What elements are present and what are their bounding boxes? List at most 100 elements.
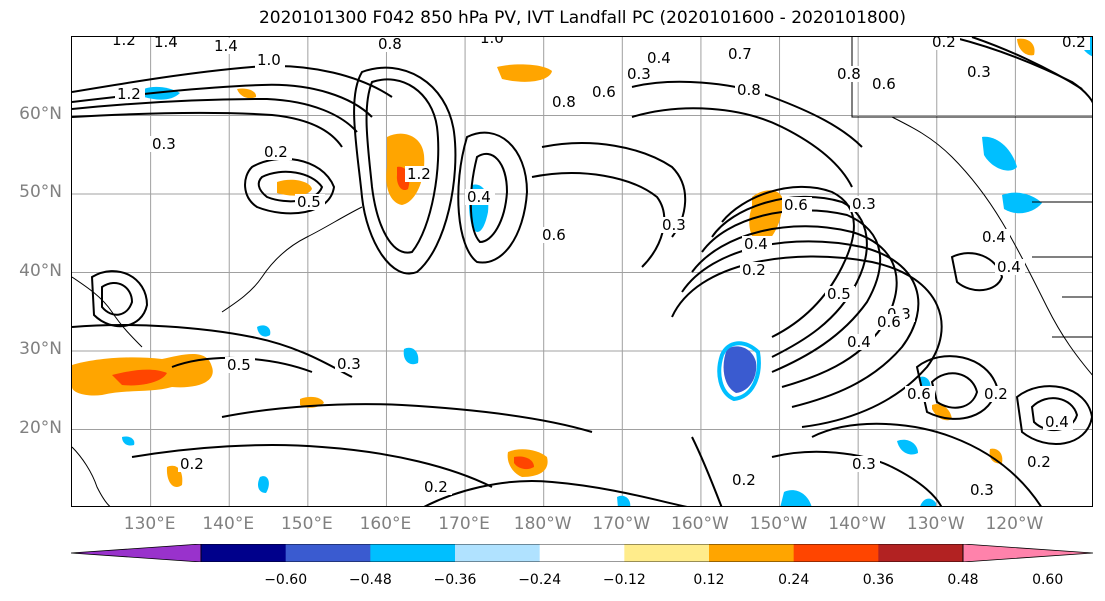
colorbar-tick-label: −0.36: [433, 572, 477, 588]
longitude-label: 170°E: [438, 514, 490, 534]
shade-positive: [1017, 38, 1035, 56]
contour-label: 0.8: [737, 81, 761, 99]
contour-label-background: [625, 66, 655, 82]
contour-label: 0.2: [1062, 37, 1086, 51]
contour-label-background: [262, 144, 292, 160]
coastlines: [72, 37, 1092, 506]
colorbar-segment: [455, 544, 541, 562]
contour-label-background: [335, 356, 365, 372]
contour-label: 0.8: [552, 93, 576, 111]
contour-label-background: [905, 386, 935, 402]
contour-label: 0.3: [967, 63, 991, 81]
shade-negative: [920, 498, 936, 506]
contour-label-background: [730, 472, 760, 488]
map-canvas: 1.2 1.4 1.41.00.8 1.00.70.40.30.20.30.21.2 0…: [72, 37, 1092, 506]
shade-negative: [723, 346, 757, 393]
contour-label: 0.5: [227, 356, 251, 374]
shade-positive-strong: [112, 369, 167, 386]
shade-positive: [932, 404, 952, 421]
contour-label-background: [110, 37, 140, 48]
colorbar-tick-label: 0.36: [862, 572, 894, 588]
contour-label: 0.4: [982, 228, 1006, 246]
contour-label-background: [1060, 37, 1090, 50]
longitude-label: 160°W: [671, 514, 729, 534]
contour-label: 0.3: [852, 195, 876, 213]
contour-label: 0.5: [297, 193, 321, 211]
colorbar-segment: [624, 544, 710, 562]
longitude-label: 160°E: [359, 514, 412, 534]
shade-negative: [122, 436, 135, 446]
longitude-label: 130°E: [123, 514, 176, 534]
latitude-label: 30°N: [19, 339, 62, 359]
shade-positive: [989, 448, 1003, 464]
contour-label-background: [735, 82, 765, 98]
contour-label-background: [930, 37, 960, 50]
shade-negative: [258, 476, 269, 493]
colorbar-segment: [709, 544, 795, 562]
longitude-label: 140°W: [828, 514, 887, 534]
colorbar-segment: [878, 544, 964, 562]
contour-label-background: [478, 37, 508, 46]
contour-label-background: [726, 46, 756, 62]
contour-label-background: [850, 456, 880, 472]
shade-negative-light: [717, 341, 761, 402]
colorbar-tick-label: 0.24: [778, 572, 810, 588]
contour-label-background: [550, 94, 580, 110]
contour-label-background: [835, 66, 865, 82]
contour-label-background: [870, 76, 900, 92]
contour-label: 1.4: [214, 37, 238, 55]
contour-label: 1.2: [407, 165, 431, 183]
contour-label-background: [825, 286, 855, 302]
contour-label: 0.2: [742, 261, 766, 279]
colorbar: [70, 543, 1094, 563]
contour-label-background: [178, 456, 208, 472]
contour-label-background: [295, 194, 325, 210]
contour-label-background: [645, 50, 675, 66]
contour-label: 0.2: [180, 455, 204, 473]
shade-positive: [277, 179, 312, 196]
contour-label: 0.2: [1027, 453, 1051, 471]
contour-label: 1.2: [112, 37, 136, 49]
contour-label-background: [465, 189, 495, 205]
contour-label: 0.4: [467, 188, 491, 206]
contour-labels: 1.2 1.4 1.41.00.8 1.00.70.40.30.20.30.21.2 0…: [110, 37, 1090, 499]
contour-label-background: [660, 217, 690, 233]
contour-label: 0.6: [872, 75, 896, 93]
colorbar-segment: [201, 544, 287, 562]
longitude-label: 130°W: [906, 514, 965, 534]
contour-label: 0.6: [877, 313, 901, 331]
graticule: [72, 37, 1092, 506]
contour-label-background: [740, 262, 770, 278]
contour-label: 1.0: [480, 37, 504, 47]
contour-label: 0.4: [744, 235, 768, 253]
contour-label: 0.2: [264, 143, 288, 161]
contour-label-background: [742, 236, 772, 252]
contour-label: 0.2: [424, 478, 448, 496]
colorbar-segment: [370, 544, 456, 562]
contour-label: 0.6: [542, 226, 566, 244]
contour-label-background: [845, 334, 875, 350]
shaded-anomalies: [72, 37, 1092, 506]
colorbar-tick-label: 0.12: [693, 572, 725, 588]
colorbar-segment: [285, 544, 371, 562]
contour-label-background: [1025, 454, 1055, 470]
contour-label-background: [965, 64, 995, 80]
contour-label-background: [982, 386, 1012, 402]
contour-label: 0.4: [997, 258, 1021, 276]
latitude-label: 50°N: [19, 182, 62, 202]
colorbar-tick-label: −0.24: [518, 572, 562, 588]
longitude-label: 150°W: [749, 514, 808, 534]
shade-negative: [780, 490, 812, 506]
contour-label-background: [115, 86, 145, 102]
contour-label: 0.4: [1045, 413, 1069, 431]
colorbar-segment: [539, 544, 625, 562]
colorbar-tick-label: −0.12: [602, 572, 646, 588]
contour-label-background: [968, 482, 998, 498]
contour-label: 0.6: [907, 385, 931, 403]
latitude-label: 20°N: [19, 417, 62, 438]
contour-label: 0.3: [662, 216, 686, 234]
latitude-label: 60°N: [19, 103, 62, 124]
shade-negative: [1002, 192, 1042, 214]
contour-label-background: [225, 357, 255, 373]
colorbar-tick-label: −0.60: [264, 572, 308, 588]
